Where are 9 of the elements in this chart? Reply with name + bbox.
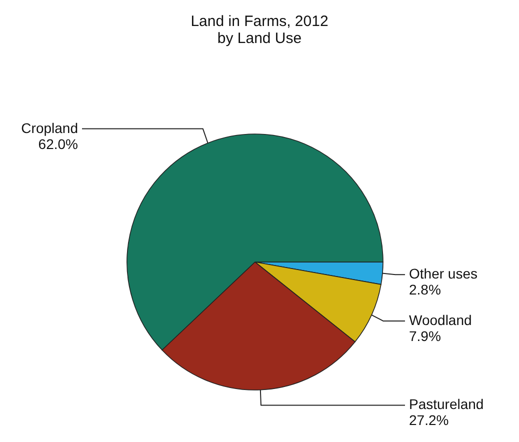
chart-title: Land in Farms, 2012 by Land Use <box>190 13 328 47</box>
slice-label: Cropland <box>21 120 78 136</box>
slice-label: Woodland <box>409 312 472 328</box>
data-label: 62.0% <box>38 136 78 152</box>
data-label: 27.2% <box>409 412 449 428</box>
slice-label: Pastureland <box>409 396 484 412</box>
slice-label: Other uses <box>409 266 478 282</box>
data-label: 2.8% <box>409 282 441 298</box>
data-label: 7.9% <box>409 328 441 344</box>
